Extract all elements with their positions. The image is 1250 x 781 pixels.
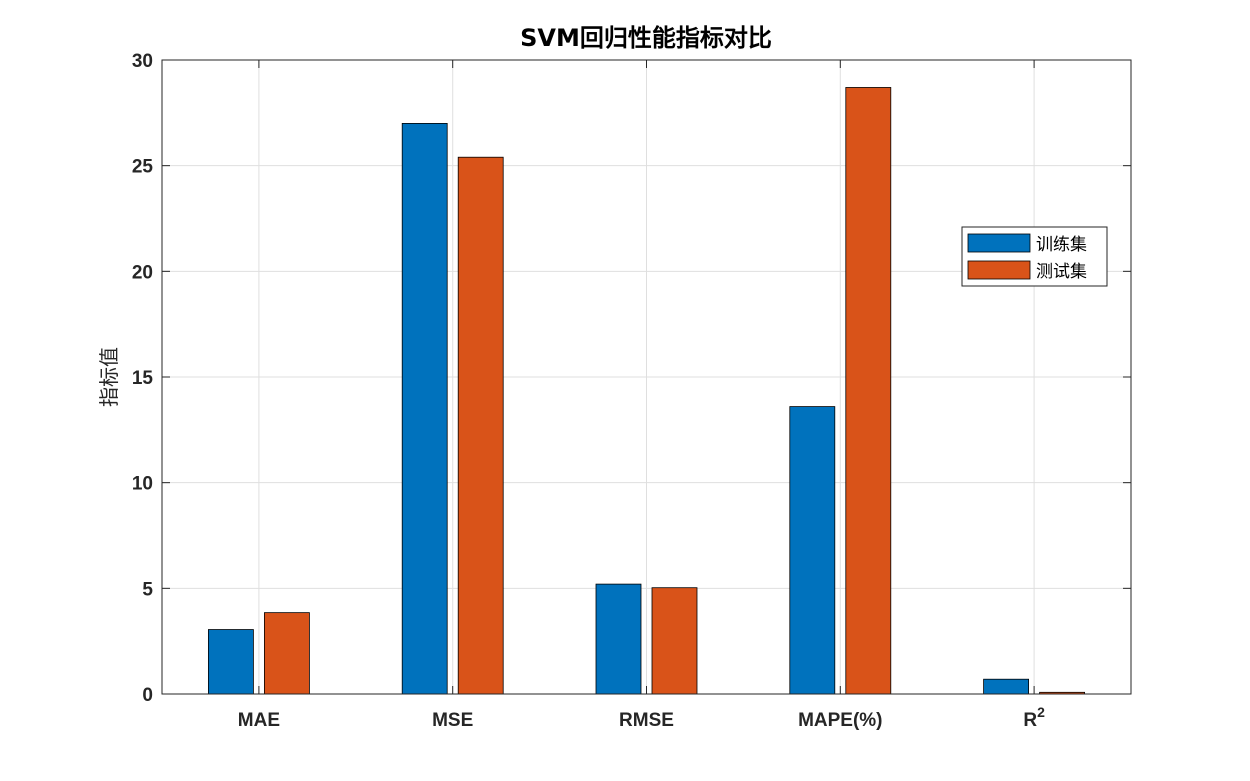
bar-test-1 [457,156,504,695]
x-tick-superscript: 2 [1037,704,1045,720]
y-tick-label: 25 [132,157,154,178]
x-tick-label: R2 [1023,704,1045,731]
bar-train-2 [595,583,642,695]
bars [207,87,1085,695]
legend-swatch-test [967,260,1031,280]
x-tick-label: MAE [238,710,280,731]
legend-swatch-train [967,233,1031,253]
y-tick-label: 20 [132,262,153,283]
chart-title: SVM回归性能指标对比 [520,24,772,52]
x-tick-labels: MAE MSE RMSE MAPE(%) R2 [238,704,1045,731]
grid-lines [162,59,1131,695]
bar-train-0 [207,629,254,695]
y-tick-label: 30 [132,51,153,72]
x-tick-label: RMSE [619,710,674,731]
y-tick-label: 15 [132,368,154,389]
bar-test-3 [845,87,892,695]
bar-test-2 [651,587,698,695]
y-axis-label: 指标值 [97,347,121,407]
bar-train-1 [401,123,448,695]
bar-test-0 [263,612,310,695]
y-tick-label: 0 [142,685,153,706]
x-tick-label: MSE [432,710,473,731]
bar-train-3 [789,406,836,695]
legend: 训练集 测试集 [961,226,1108,287]
ticks [162,59,1131,695]
legend-label-test: 测试集 [1036,262,1087,282]
x-tick-label: MAPE(%) [798,710,882,731]
y-tick-labels: 0 5 10 15 20 25 30 [132,51,154,706]
legend-label-train: 训练集 [1036,235,1087,255]
bar-train-4 [983,678,1029,695]
y-tick-label: 5 [142,579,153,600]
y-tick-label: 10 [132,474,153,495]
